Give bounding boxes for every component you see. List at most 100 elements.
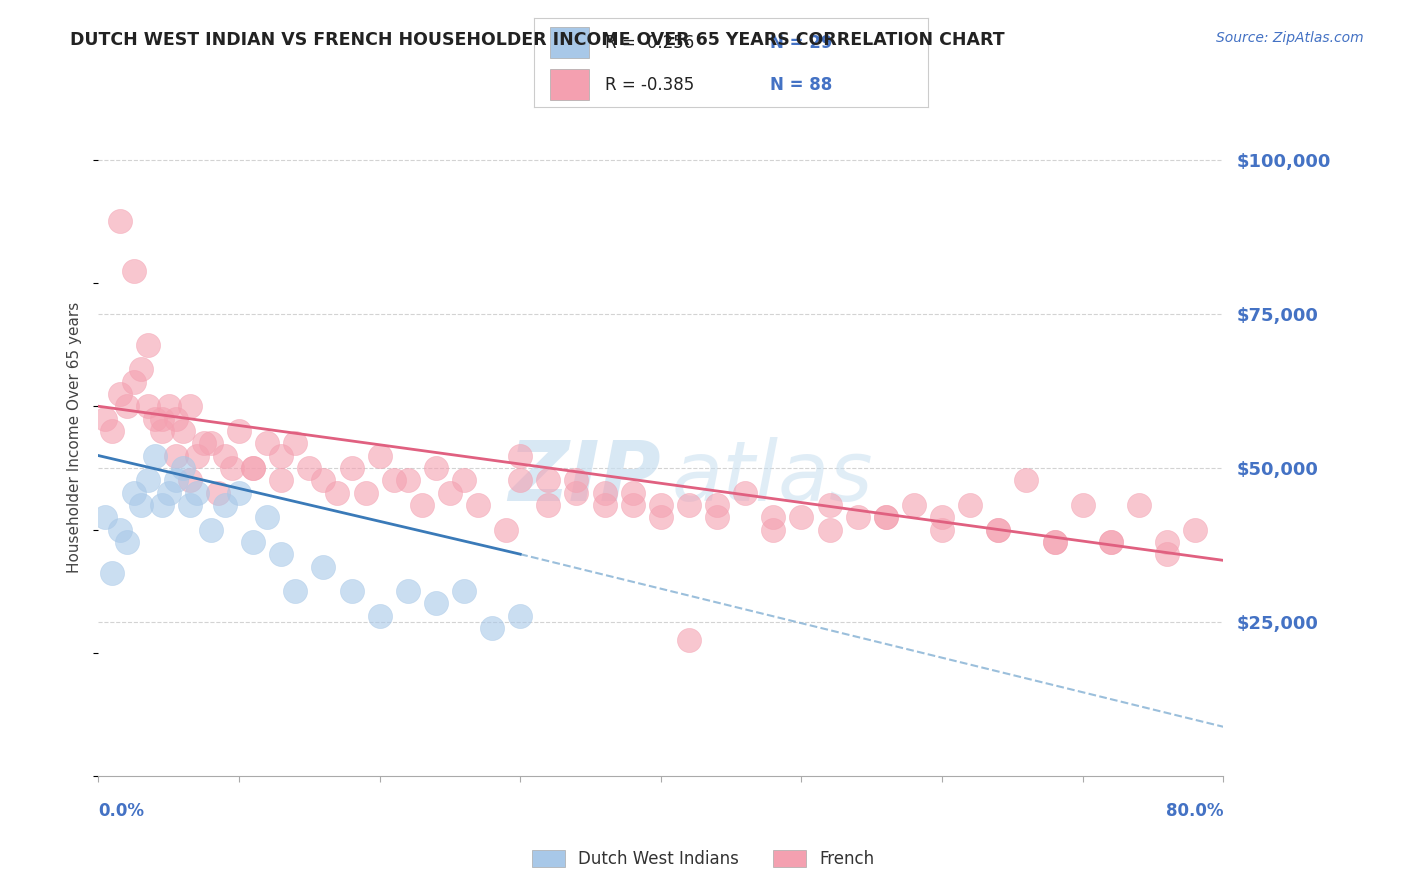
Point: [1099, 534, 1122, 549]
Point: [650, 510, 672, 524]
Text: Source: ZipAtlas.com: Source: ZipAtlas.com: [1216, 31, 1364, 45]
Point: [200, 523, 222, 537]
Point: [136, 473, 159, 487]
Point: [228, 485, 250, 500]
Point: [270, 547, 292, 561]
Point: [453, 584, 475, 599]
Point: [368, 608, 391, 623]
Point: [439, 485, 461, 500]
Point: [875, 510, 897, 524]
Point: [1071, 498, 1094, 512]
Bar: [550, 69, 589, 100]
Point: [242, 461, 264, 475]
Point: [242, 534, 264, 549]
Point: [565, 485, 588, 500]
Point: [621, 498, 644, 512]
Text: R = -0.385: R = -0.385: [605, 76, 695, 94]
Text: ZIP: ZIP: [508, 437, 661, 518]
Point: [593, 485, 616, 500]
Point: [122, 485, 145, 500]
Point: [115, 534, 138, 549]
Point: [1184, 523, 1206, 537]
Point: [129, 362, 152, 376]
Point: [108, 214, 131, 228]
Point: [818, 523, 841, 537]
Point: [340, 584, 363, 599]
Point: [256, 436, 278, 450]
Point: [481, 621, 503, 635]
Point: [846, 510, 869, 524]
Point: [270, 449, 292, 463]
Point: [678, 633, 700, 648]
Text: 80.0%: 80.0%: [1166, 802, 1223, 820]
Point: [101, 566, 124, 580]
Point: [186, 449, 208, 463]
Legend: Dutch West Indians, French: Dutch West Indians, French: [524, 843, 882, 875]
Text: atlas: atlas: [672, 437, 873, 518]
Point: [298, 461, 321, 475]
Point: [706, 510, 728, 524]
Text: N = 29: N = 29: [770, 34, 832, 52]
Point: [565, 473, 588, 487]
Point: [108, 523, 131, 537]
Point: [129, 498, 152, 512]
Point: [368, 449, 391, 463]
Point: [165, 449, 187, 463]
Text: R = -0.256: R = -0.256: [605, 34, 695, 52]
Point: [1043, 534, 1066, 549]
Point: [931, 510, 953, 524]
Point: [396, 473, 419, 487]
Point: [214, 498, 236, 512]
Point: [382, 473, 405, 487]
Point: [172, 424, 194, 438]
Point: [157, 399, 180, 413]
Point: [396, 584, 419, 599]
Point: [621, 485, 644, 500]
Point: [762, 510, 785, 524]
Point: [256, 510, 278, 524]
Point: [150, 411, 173, 425]
Point: [931, 523, 953, 537]
Point: [326, 485, 349, 500]
Point: [207, 485, 229, 500]
Point: [172, 461, 194, 475]
Point: [228, 424, 250, 438]
Point: [903, 498, 925, 512]
Point: [143, 449, 166, 463]
Point: [157, 485, 180, 500]
Point: [762, 523, 785, 537]
Point: [509, 473, 531, 487]
Point: [270, 473, 292, 487]
Point: [312, 559, 335, 574]
Point: [509, 608, 531, 623]
Point: [453, 473, 475, 487]
Point: [200, 436, 222, 450]
Point: [242, 461, 264, 475]
Point: [411, 498, 433, 512]
Point: [165, 473, 187, 487]
Point: [1015, 473, 1038, 487]
Point: [706, 498, 728, 512]
Point: [495, 523, 517, 537]
Text: N = 88: N = 88: [770, 76, 832, 94]
Point: [150, 498, 173, 512]
Point: [312, 473, 335, 487]
Point: [959, 498, 981, 512]
Point: [678, 498, 700, 512]
Point: [650, 498, 672, 512]
Point: [593, 498, 616, 512]
Point: [875, 510, 897, 524]
Point: [179, 473, 201, 487]
Point: [425, 597, 447, 611]
Point: [467, 498, 489, 512]
Text: DUTCH WEST INDIAN VS FRENCH HOUSEHOLDER INCOME OVER 65 YEARS CORRELATION CHART: DUTCH WEST INDIAN VS FRENCH HOUSEHOLDER …: [70, 31, 1005, 49]
Point: [537, 473, 560, 487]
Point: [425, 461, 447, 475]
Point: [509, 449, 531, 463]
Point: [122, 375, 145, 389]
Point: [150, 424, 173, 438]
Bar: [550, 27, 589, 58]
Point: [115, 399, 138, 413]
Point: [221, 461, 243, 475]
Point: [179, 498, 201, 512]
